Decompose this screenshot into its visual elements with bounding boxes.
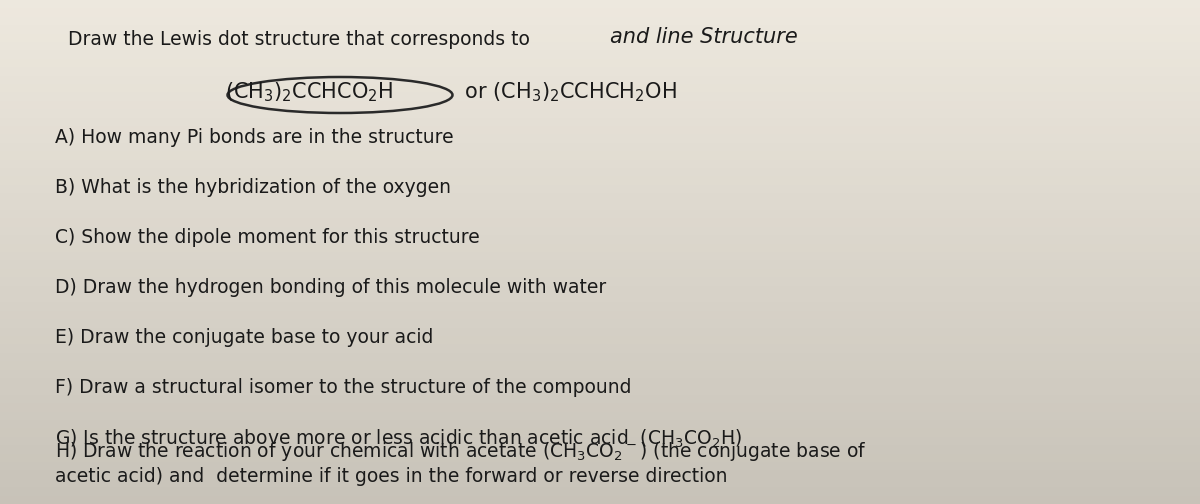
Bar: [0, 176, 1200, 185]
Bar: [0, 454, 1200, 462]
Bar: [0, 9, 1200, 17]
Bar: [0, 218, 1200, 227]
Bar: [0, 135, 1200, 143]
Bar: [0, 420, 1200, 428]
Bar: [0, 42, 1200, 50]
Text: A) How many Pi bonds are in the structure: A) How many Pi bonds are in the structur…: [55, 128, 454, 147]
Bar: [0, 269, 1200, 277]
Bar: [0, 428, 1200, 437]
Text: (CH$_3$)$_2$CCHCO$_2$H: (CH$_3$)$_2$CCHCO$_2$H: [226, 80, 394, 104]
Bar: [0, 84, 1200, 92]
Bar: [0, 336, 1200, 344]
Bar: [0, 387, 1200, 395]
Text: and line Structure: and line Structure: [610, 27, 798, 47]
Text: Draw the Lewis dot structure that corresponds to: Draw the Lewis dot structure that corres…: [68, 30, 530, 49]
Bar: [0, 311, 1200, 319]
Bar: [0, 117, 1200, 126]
Bar: [0, 294, 1200, 302]
Bar: [0, 395, 1200, 403]
Bar: [0, 202, 1200, 210]
Bar: [0, 126, 1200, 135]
Bar: [0, 101, 1200, 109]
Bar: [0, 168, 1200, 176]
Bar: [0, 210, 1200, 218]
Bar: [0, 17, 1200, 25]
Bar: [0, 59, 1200, 67]
Bar: [0, 344, 1200, 353]
Text: B) What is the hybridization of the oxygen: B) What is the hybridization of the oxyg…: [55, 178, 451, 197]
Bar: [0, 227, 1200, 235]
Bar: [0, 92, 1200, 101]
Bar: [0, 470, 1200, 479]
Bar: [0, 361, 1200, 369]
Bar: [0, 160, 1200, 168]
Bar: [0, 487, 1200, 495]
Text: G) Is the structure above more or less acidic than acetic acid  (CH$_3$CO$_2$H): G) Is the structure above more or less a…: [55, 428, 743, 450]
Bar: [0, 151, 1200, 160]
Bar: [0, 445, 1200, 454]
Text: E) Draw the conjugate base to your acid: E) Draw the conjugate base to your acid: [55, 328, 433, 347]
Bar: [0, 302, 1200, 311]
Bar: [0, 67, 1200, 76]
Bar: [0, 369, 1200, 378]
Bar: [0, 50, 1200, 59]
Bar: [0, 328, 1200, 336]
Bar: [0, 25, 1200, 34]
Bar: [0, 286, 1200, 294]
Bar: [0, 252, 1200, 261]
Bar: [0, 403, 1200, 412]
Bar: [0, 412, 1200, 420]
Bar: [0, 462, 1200, 470]
Bar: [0, 277, 1200, 286]
Bar: [0, 143, 1200, 151]
Text: H) Draw the reaction of your chemical with acetate (CH$_3$CO$_2$$^-$) (the conju: H) Draw the reaction of your chemical wi…: [55, 440, 866, 463]
Text: or (CH$_3$)$_2$CCHCH$_2$OH: or (CH$_3$)$_2$CCHCH$_2$OH: [458, 80, 677, 104]
Bar: [0, 193, 1200, 202]
Bar: [0, 34, 1200, 42]
Bar: [0, 378, 1200, 387]
Bar: [0, 109, 1200, 117]
Bar: [0, 185, 1200, 193]
Text: F) Draw a structural isomer to the structure of the compound: F) Draw a structural isomer to the struc…: [55, 378, 631, 397]
Bar: [0, 319, 1200, 328]
Bar: [0, 76, 1200, 84]
Bar: [0, 353, 1200, 361]
Text: C) Show the dipole moment for this structure: C) Show the dipole moment for this struc…: [55, 228, 480, 247]
Bar: [0, 437, 1200, 445]
Bar: [0, 495, 1200, 504]
Bar: [0, 261, 1200, 269]
Bar: [0, 479, 1200, 487]
Text: D) Draw the hydrogen bonding of this molecule with water: D) Draw the hydrogen bonding of this mol…: [55, 278, 606, 297]
Text: acetic acid) and  determine if it goes in the forward or reverse direction: acetic acid) and determine if it goes in…: [55, 467, 727, 486]
Bar: [0, 235, 1200, 243]
Bar: [0, 0, 1200, 9]
Bar: [0, 243, 1200, 252]
